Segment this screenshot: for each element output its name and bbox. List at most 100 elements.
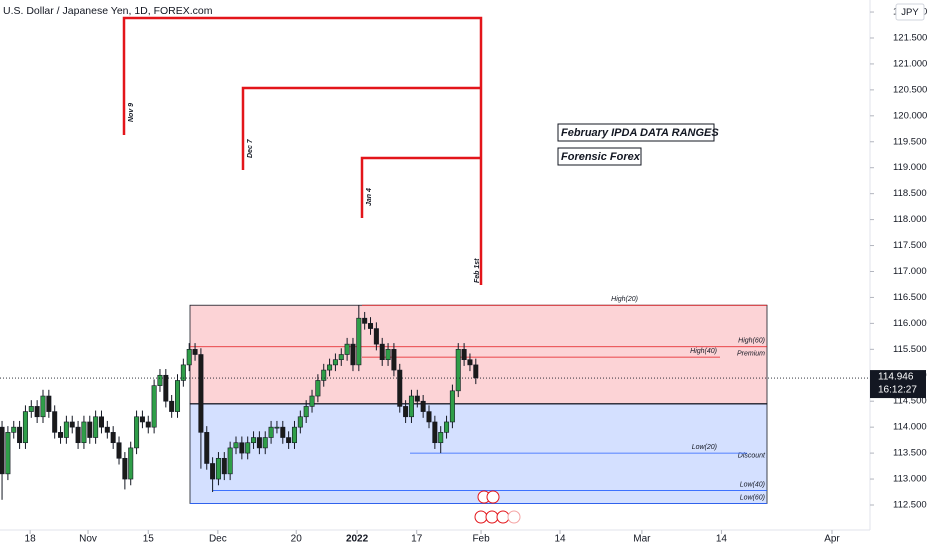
candle-body bbox=[52, 411, 58, 433]
annotations: Nov 9 Dec 7 Jan 4 Feb 1st February IPDA … bbox=[122, 16, 719, 524]
candle-body bbox=[461, 349, 467, 360]
candle-body bbox=[134, 416, 140, 449]
candle-body bbox=[69, 421, 75, 428]
y-tick-label: 115.500 bbox=[893, 344, 927, 355]
currency-badge bbox=[895, 3, 925, 21]
candle-body bbox=[332, 359, 338, 366]
price-label: 114.946 bbox=[878, 372, 914, 383]
event-icon bbox=[474, 510, 488, 524]
y-tick-label: 113.000 bbox=[893, 474, 927, 485]
candle-body bbox=[391, 349, 397, 371]
event-icon bbox=[485, 510, 499, 524]
x-tick-label: Feb bbox=[472, 534, 490, 545]
candle-body bbox=[11, 426, 17, 433]
event-icon bbox=[496, 510, 510, 524]
candle-body bbox=[145, 421, 151, 428]
premium-zone bbox=[189, 304, 768, 405]
y-tick-label: 119.000 bbox=[893, 162, 927, 173]
candle-body bbox=[46, 395, 52, 412]
candle-body bbox=[116, 442, 122, 459]
candle-body bbox=[227, 447, 233, 475]
candle-body bbox=[139, 416, 145, 423]
candle-body bbox=[215, 457, 221, 480]
candle-body bbox=[110, 432, 116, 444]
x-tick-label: Dec bbox=[209, 534, 227, 545]
candle-body bbox=[93, 416, 99, 438]
candle-body bbox=[233, 442, 239, 449]
price-badge bbox=[870, 370, 926, 399]
candle-body bbox=[204, 432, 210, 464]
candle-body bbox=[350, 343, 356, 366]
candle-body bbox=[356, 317, 362, 366]
level-label: High(20) bbox=[611, 296, 638, 303]
event-icons bbox=[474, 490, 521, 524]
candle-body bbox=[268, 426, 274, 438]
y-tick-label: 117.500 bbox=[893, 240, 927, 251]
candle-body bbox=[403, 406, 409, 418]
candle-body bbox=[122, 457, 128, 480]
candle-body bbox=[251, 437, 257, 444]
candle-body bbox=[151, 385, 157, 428]
x-tick-label: 14 bbox=[716, 534, 728, 545]
x-tick-label: 20 bbox=[291, 534, 303, 545]
candle-body bbox=[426, 411, 432, 423]
marker-label: Nov 9 bbox=[128, 103, 135, 122]
y-tick-label: 114.000 bbox=[893, 422, 927, 433]
candle-body bbox=[175, 380, 181, 412]
y-tick-label: 117.000 bbox=[893, 266, 927, 277]
annotation-box bbox=[557, 123, 715, 142]
candle-body bbox=[362, 317, 368, 324]
candle-body bbox=[344, 343, 350, 355]
candle-body bbox=[40, 395, 46, 418]
event-icon bbox=[507, 510, 521, 524]
candle-body bbox=[455, 349, 461, 392]
level-label: High(40) bbox=[690, 348, 717, 355]
axes: 112.500113.000113.500114.000114.500115.0… bbox=[0, 3, 927, 545]
candle-body bbox=[104, 426, 110, 433]
candle-body bbox=[163, 374, 169, 402]
countdown-label: 16:12:27 bbox=[878, 385, 917, 396]
x-tick-label: Mar bbox=[633, 534, 651, 545]
candle-body bbox=[438, 432, 444, 444]
currency-label: JPY bbox=[901, 7, 919, 18]
candle-body bbox=[408, 395, 414, 418]
candle-body bbox=[303, 406, 309, 418]
candle-body bbox=[467, 359, 473, 366]
candle-body bbox=[0, 426, 5, 475]
candle-body bbox=[291, 426, 297, 444]
x-tick-label: Nov bbox=[79, 534, 97, 545]
candle-body bbox=[22, 411, 28, 444]
candle-body bbox=[81, 421, 87, 444]
x-tick-label: 17 bbox=[411, 534, 423, 545]
zone-label: Premium bbox=[737, 351, 765, 358]
candle-body bbox=[274, 426, 280, 429]
level-label: Low(60) bbox=[740, 494, 765, 501]
candle-body bbox=[327, 364, 333, 371]
candle-body bbox=[75, 426, 81, 444]
candle-body bbox=[180, 364, 186, 381]
y-tick-label: 116.500 bbox=[893, 292, 927, 303]
candle-body bbox=[17, 426, 23, 444]
y-tick-label: 121.500 bbox=[893, 32, 927, 43]
bracket-nov bbox=[122, 16, 483, 285]
candle-body bbox=[414, 395, 420, 402]
y-tick-label: 118.000 bbox=[893, 214, 927, 225]
candle-body bbox=[87, 421, 93, 438]
candle-body bbox=[444, 421, 450, 433]
discount-zone bbox=[189, 403, 768, 504]
y-tick-label: 121.000 bbox=[893, 58, 927, 69]
candle-body bbox=[58, 432, 64, 438]
annotation-text: Forensic Forex bbox=[561, 151, 641, 163]
bracket-jan bbox=[360, 156, 481, 218]
candle-body bbox=[63, 421, 69, 438]
y-tick-label: 116.000 bbox=[893, 318, 927, 329]
x-tick-label: 18 bbox=[25, 534, 37, 545]
candle-body bbox=[210, 463, 216, 480]
candle-body bbox=[221, 457, 227, 475]
candle-body bbox=[98, 416, 104, 428]
candle-body bbox=[432, 421, 438, 444]
y-tick-label: 120.000 bbox=[893, 110, 927, 121]
candle-body bbox=[198, 354, 204, 433]
candle-body bbox=[473, 364, 479, 379]
